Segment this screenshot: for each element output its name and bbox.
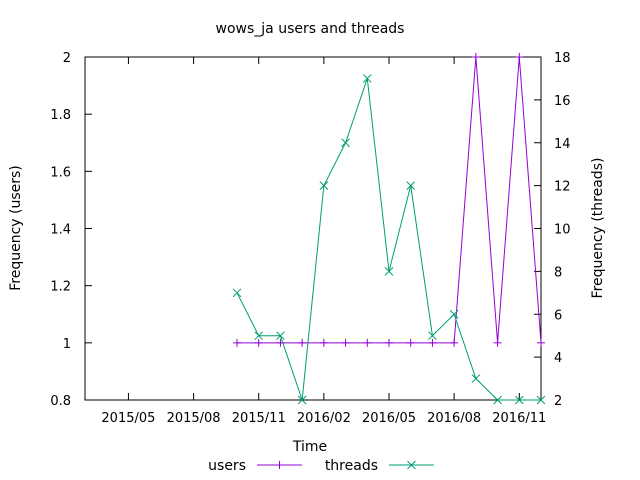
data-point-users <box>515 53 524 61</box>
x-tick-label: 2016/02 <box>297 411 351 426</box>
data-point-threads <box>536 395 546 405</box>
data-point-threads <box>493 395 502 405</box>
data-point-users <box>493 338 502 347</box>
series-line-users <box>237 56 542 344</box>
data-point-threads <box>384 267 394 276</box>
data-point-threads <box>341 138 350 148</box>
data-point-users <box>471 53 480 61</box>
data-point-threads <box>471 374 481 383</box>
y-right-tick-label: 10 <box>554 223 571 238</box>
data-point-users <box>254 338 263 347</box>
axes: 0.8 1 1.2 1.4 1.6 1.8 2 2 4 6 8 10 12 14 16 18 2015/05 20… <box>50 51 570 426</box>
y-right-tick-label: 12 <box>554 180 571 195</box>
data-point-users <box>385 338 393 347</box>
x-axis-label: Time <box>292 439 327 455</box>
legend: users threads <box>208 458 434 474</box>
plot-frame <box>84 56 542 401</box>
y-right-tick-label: 6 <box>554 308 562 323</box>
chart-title: wows_ja users and threads <box>216 21 405 37</box>
legend-sample-users <box>257 461 302 469</box>
data-point-threads <box>276 331 285 341</box>
legend-sample-threads <box>389 460 434 470</box>
x-tick-label: 2015/08 <box>167 411 221 426</box>
y-left-tick-label: 1.2 <box>50 280 71 295</box>
y-left-tick-label: 1.6 <box>50 165 71 180</box>
data-point-users <box>537 338 545 347</box>
y-right-tick-label: 18 <box>554 51 571 66</box>
legend-marker <box>275 461 284 469</box>
series-line-threads <box>236 78 541 401</box>
data-point-threads <box>319 181 329 190</box>
y-left-tick-label: 1.8 <box>50 108 71 123</box>
legend-label-users: users <box>208 458 246 474</box>
y-left-tick-label: 1.4 <box>50 223 71 238</box>
data-point-threads <box>362 74 372 83</box>
legend-marker <box>407 460 416 470</box>
y-left-tick-label: 0.8 <box>50 394 71 409</box>
x-tick-label: 2015/11 <box>232 411 286 426</box>
data-point-users <box>428 338 437 347</box>
data-point-users <box>363 338 372 347</box>
data-point-users <box>341 338 350 347</box>
data-point-users <box>450 338 459 347</box>
data-point-threads <box>449 309 459 319</box>
data-point-threads <box>232 288 242 298</box>
y-axis-label-right: Frequency (threads) <box>590 158 606 299</box>
x-tick-label: 2016/08 <box>427 411 481 426</box>
data-point-threads <box>428 331 437 341</box>
y-right-tick-label: 2 <box>554 394 562 409</box>
y-right-tick-label: 14 <box>554 137 571 152</box>
y-left-tick-label: 2 <box>63 51 71 66</box>
data-point-users <box>319 338 328 347</box>
data-point-users <box>298 338 307 347</box>
x-tick-label: 2015/05 <box>101 411 155 426</box>
y-right-tick-label: 16 <box>554 94 571 109</box>
data-point-threads <box>297 395 307 405</box>
legend-label-threads: threads <box>325 458 378 474</box>
y-axis-label-left: Frequency (users) <box>8 165 24 291</box>
data-point-threads <box>406 181 416 190</box>
data-point-users <box>406 338 415 347</box>
data-point-threads <box>254 331 264 341</box>
data-point-threads <box>514 395 524 405</box>
series-group <box>232 53 546 405</box>
y-right-tick-label: 8 <box>554 265 562 280</box>
x-tick-label: 2016/05 <box>362 411 416 426</box>
y-left-tick-label: 1 <box>63 337 71 352</box>
data-point-users <box>233 338 241 347</box>
y-right-tick-label: 4 <box>554 351 562 366</box>
x-tick-label: 2016/11 <box>492 411 546 426</box>
